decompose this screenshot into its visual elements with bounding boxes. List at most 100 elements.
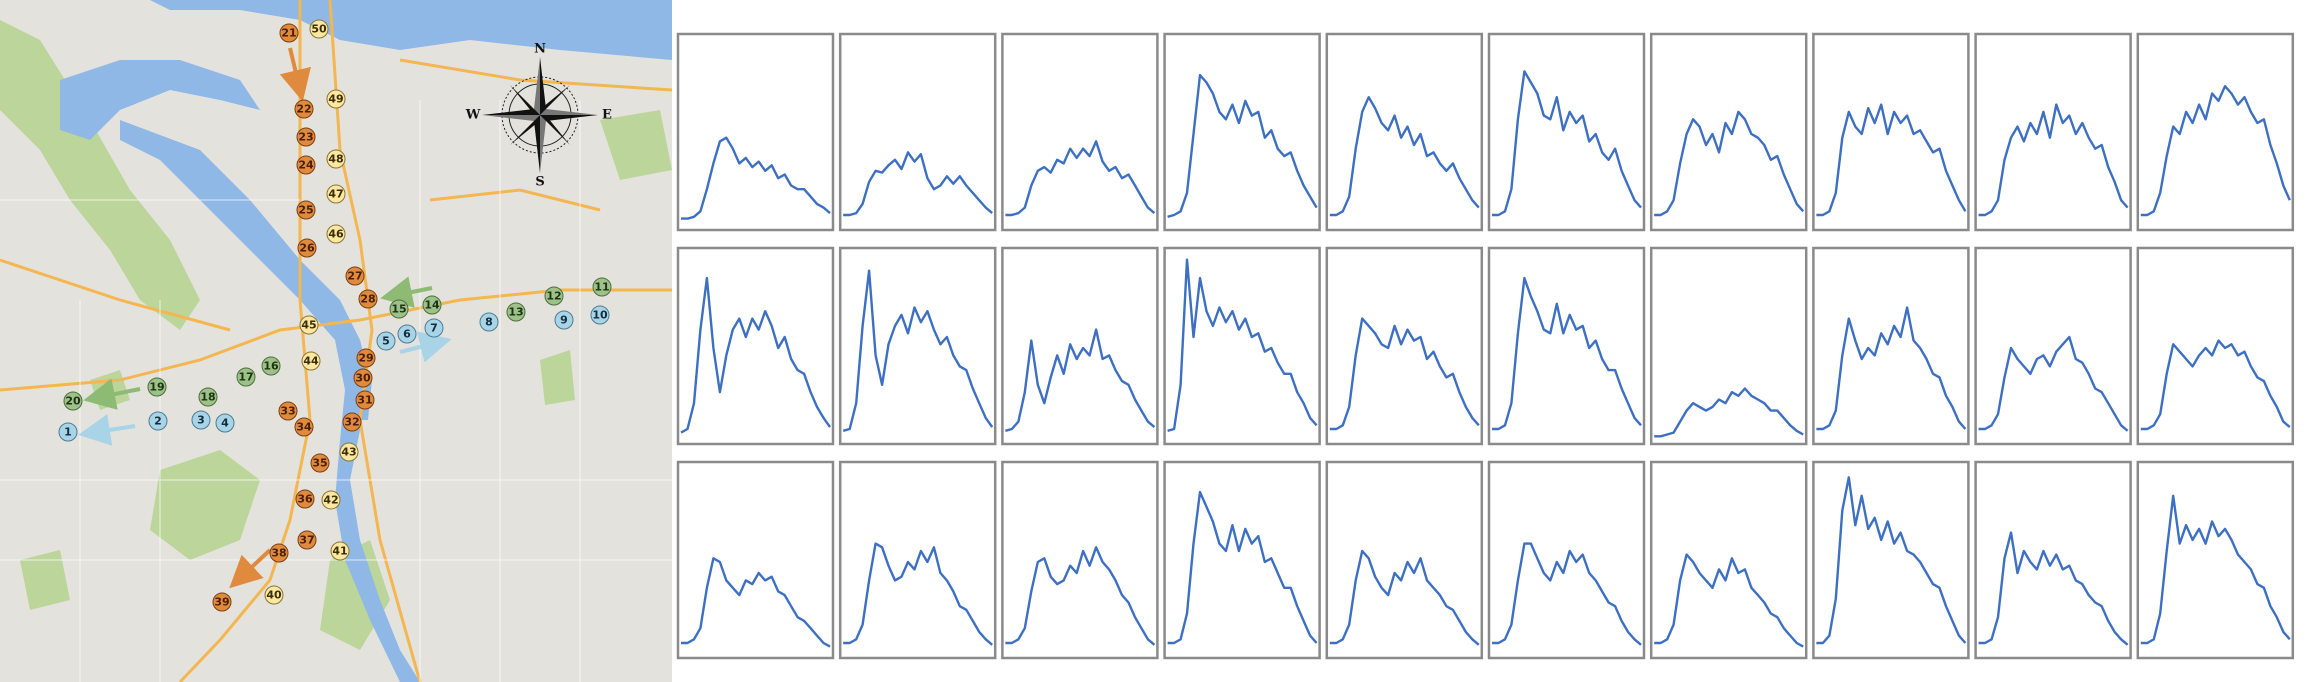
svg-text:9: 9 bbox=[560, 314, 568, 327]
station-marker[interactable]: 16 bbox=[261, 356, 281, 376]
station-marker[interactable]: 15 bbox=[389, 299, 409, 319]
panel-r3c10 bbox=[2136, 460, 2295, 660]
station-marker[interactable]: 50 bbox=[309, 19, 329, 39]
panel-frame bbox=[676, 246, 835, 446]
station-marker[interactable]: 31 bbox=[355, 390, 375, 410]
station-marker[interactable]: 20 bbox=[63, 391, 83, 411]
station-marker[interactable]: 6 bbox=[397, 324, 417, 344]
stations-blue-route: 1 2 3 4 5 6 7 8 9 10 bbox=[58, 305, 610, 442]
map-canvas: N S E W 21 22 23 24 25 26 27 bbox=[0, 0, 672, 682]
station-marker[interactable]: 27 bbox=[345, 266, 365, 286]
svg-text:25: 25 bbox=[298, 204, 313, 217]
station-marker[interactable]: 41 bbox=[330, 541, 350, 561]
station-marker[interactable]: 42 bbox=[321, 490, 341, 510]
station-marker[interactable]: 33 bbox=[278, 401, 298, 421]
svg-text:16: 16 bbox=[263, 360, 279, 373]
station-marker[interactable]: 28 bbox=[358, 289, 378, 309]
compass-north-label: N bbox=[534, 42, 546, 57]
station-marker[interactable]: 26 bbox=[297, 238, 317, 258]
station-marker[interactable]: 24 bbox=[296, 155, 316, 175]
station-marker[interactable]: 10 bbox=[590, 305, 610, 325]
station-marker[interactable]: 35 bbox=[310, 453, 330, 473]
map-parks bbox=[0, 20, 672, 650]
series-line-r1c5 bbox=[1329, 95, 1480, 217]
station-marker[interactable]: 7 bbox=[424, 318, 444, 338]
panel-frame bbox=[1487, 32, 1646, 232]
station-marker[interactable]: 29 bbox=[356, 348, 376, 368]
panel-r3c7 bbox=[1649, 460, 1808, 660]
svg-text:34: 34 bbox=[296, 421, 312, 434]
panel-frame bbox=[838, 246, 997, 446]
station-marker[interactable]: 17 bbox=[236, 367, 256, 387]
station-marker[interactable]: 48 bbox=[326, 149, 346, 169]
series-line-r2c4 bbox=[1167, 258, 1318, 432]
panel-frame bbox=[1487, 246, 1646, 446]
station-marker[interactable]: 13 bbox=[506, 302, 526, 322]
station-marker[interactable]: 32 bbox=[342, 412, 362, 432]
station-marker[interactable]: 38 bbox=[269, 543, 289, 563]
series-line-r2c1 bbox=[680, 276, 831, 434]
station-marker[interactable]: 40 bbox=[264, 585, 284, 605]
series-line-r2c10 bbox=[2140, 339, 2291, 431]
series-line-r3c5 bbox=[1329, 549, 1480, 646]
compass-east-label: E bbox=[602, 108, 612, 123]
panel-r1c3 bbox=[1001, 32, 1159, 232]
route-arrow-blue-east bbox=[399, 331, 452, 363]
stations-green-route: 11 12 13 14 15 16 17 18 19 20 bbox=[63, 277, 612, 411]
series-line-r1c10 bbox=[2140, 84, 2291, 217]
station-marker[interactable]: 14 bbox=[422, 295, 442, 315]
station-marker[interactable]: 37 bbox=[297, 530, 317, 550]
panel-frame bbox=[1812, 32, 1970, 232]
station-marker[interactable]: 25 bbox=[296, 200, 316, 220]
station-marker[interactable]: 11 bbox=[592, 277, 612, 297]
station-marker[interactable]: 9 bbox=[554, 310, 574, 330]
station-marker[interactable]: 45 bbox=[299, 315, 319, 335]
station-marker[interactable]: 2 bbox=[148, 411, 168, 431]
panel-r2c9 bbox=[1974, 246, 2132, 446]
station-marker[interactable]: 44 bbox=[301, 351, 321, 371]
station-marker[interactable]: 1 bbox=[58, 422, 78, 442]
station-marker[interactable]: 12 bbox=[544, 286, 564, 306]
panel-frame bbox=[1325, 460, 1484, 660]
svg-text:28: 28 bbox=[360, 293, 375, 306]
map-streets bbox=[0, 100, 672, 682]
panel-frame bbox=[1649, 32, 1808, 232]
panel-frame bbox=[1649, 460, 1808, 660]
route-arrow-blue-west bbox=[78, 414, 136, 446]
station-marker[interactable]: 21 bbox=[279, 23, 299, 43]
station-marker[interactable]: 49 bbox=[326, 89, 346, 109]
svg-text:11: 11 bbox=[594, 281, 609, 294]
station-marker[interactable]: 3 bbox=[191, 410, 211, 430]
series-line-r1c7 bbox=[1654, 110, 1805, 217]
station-marker[interactable]: 39 bbox=[212, 592, 232, 612]
route-arrow-orange-south bbox=[229, 548, 272, 589]
panel-frame bbox=[2136, 460, 2295, 660]
svg-text:10: 10 bbox=[592, 309, 608, 322]
series-line-r2c7 bbox=[1654, 387, 1804, 438]
station-marker[interactable]: 34 bbox=[294, 417, 314, 437]
station-marker[interactable]: 18 bbox=[198, 387, 218, 407]
panel-frame bbox=[1001, 246, 1159, 446]
station-marker[interactable]: 19 bbox=[147, 377, 167, 397]
svg-text:8: 8 bbox=[485, 316, 493, 329]
station-marker[interactable]: 23 bbox=[296, 127, 316, 147]
station-marker[interactable]: 43 bbox=[339, 442, 359, 462]
station-marker[interactable]: 22 bbox=[294, 99, 314, 119]
panel-r1c2 bbox=[838, 32, 997, 232]
station-marker[interactable]: 30 bbox=[353, 368, 373, 388]
panel-r1c1 bbox=[676, 32, 835, 232]
station-marker[interactable]: 46 bbox=[326, 224, 346, 244]
panel-frame bbox=[676, 32, 835, 232]
station-marker[interactable]: 5 bbox=[376, 331, 396, 351]
svg-text:45: 45 bbox=[301, 319, 316, 332]
map-water bbox=[60, 0, 672, 682]
station-marker[interactable]: 4 bbox=[215, 413, 235, 433]
svg-text:24: 24 bbox=[298, 159, 314, 172]
station-marker[interactable]: 8 bbox=[479, 312, 499, 332]
panel-r1c10 bbox=[2136, 32, 2295, 232]
route-arrow-orange-north bbox=[279, 47, 311, 102]
panel-r3c9 bbox=[1974, 460, 2132, 660]
series-line-r3c6 bbox=[1492, 542, 1642, 646]
station-marker[interactable]: 47 bbox=[326, 184, 346, 204]
station-marker[interactable]: 36 bbox=[295, 489, 315, 509]
